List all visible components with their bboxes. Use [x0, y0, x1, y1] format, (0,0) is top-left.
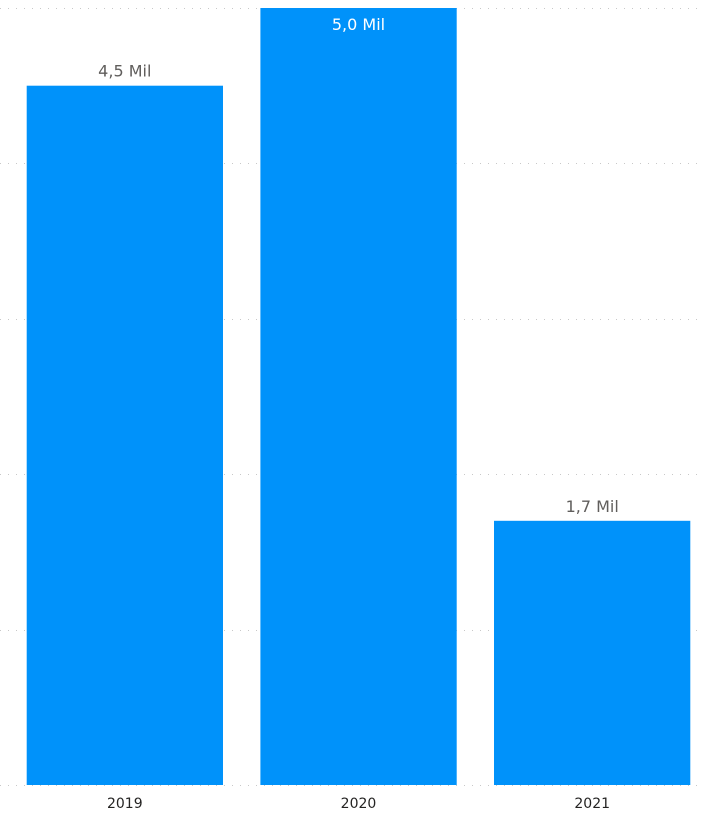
- x-tick-label-2021: 2021: [574, 796, 610, 812]
- data-labels: 4,5 Mil 5,0 Mil 1,7 Mil: [98, 15, 619, 516]
- x-axis-tick-labels: 2019 2020 2021: [107, 796, 610, 812]
- bar-2020[interactable]: [260, 8, 457, 785]
- data-label-2021: 1,7 Mil: [566, 497, 619, 516]
- bars: [26, 8, 691, 785]
- bar-2019[interactable]: [26, 85, 224, 785]
- data-label-2019: 4,5 Mil: [98, 62, 151, 81]
- data-label-2020: 5,0 Mil: [332, 15, 385, 34]
- bar-2021[interactable]: [494, 520, 691, 785]
- x-tick-label-2019: 2019: [107, 796, 143, 812]
- x-tick-label-2020: 2020: [341, 796, 377, 812]
